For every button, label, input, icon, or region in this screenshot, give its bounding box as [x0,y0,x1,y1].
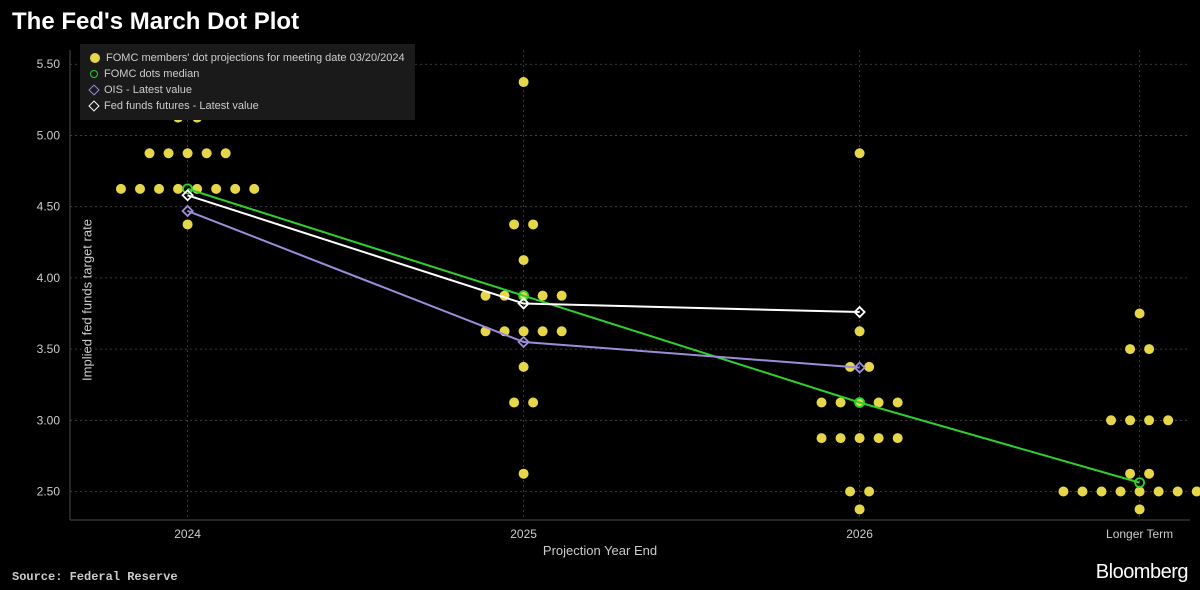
legend-item: FOMC dots median [90,66,405,82]
footer: Source: Federal Reserve Bloomberg [0,557,1200,590]
x-axis-label: Projection Year End [543,543,657,558]
svg-text:2024: 2024 [174,527,201,541]
svg-text:Longer Term: Longer Term [1106,527,1173,541]
chart-container: Implied fed funds target rate 2.503.003.… [0,40,1200,560]
legend-label: Fed funds futures - Latest value [104,98,259,114]
svg-text:3.50: 3.50 [37,342,61,356]
legend-marker [90,53,100,63]
svg-text:5.50: 5.50 [37,57,61,71]
legend-label: FOMC dots median [104,66,199,82]
legend-marker [90,70,98,78]
legend-label: OIS - Latest value [104,82,192,98]
svg-text:2025: 2025 [510,527,537,541]
legend-item: FOMC members' dot projections for meetin… [90,50,405,66]
svg-text:4.00: 4.00 [37,271,61,285]
svg-text:2026: 2026 [846,527,873,541]
svg-text:4.50: 4.50 [37,200,61,214]
legend-marker [88,100,99,111]
svg-text:2.50: 2.50 [37,485,61,499]
legend-label: FOMC members' dot projections for meetin… [106,50,405,66]
brand-logo: Bloomberg [1096,561,1188,584]
legend-marker [88,84,99,95]
legend: FOMC members' dot projections for meetin… [80,44,415,120]
svg-text:5.00: 5.00 [37,128,61,142]
legend-item: Fed funds futures - Latest value [90,98,405,114]
source-label: Source: Federal Reserve [12,570,178,584]
chart-title: The Fed's March Dot Plot [0,0,1200,40]
svg-text:3.00: 3.00 [37,413,61,427]
legend-item: OIS - Latest value [90,82,405,98]
